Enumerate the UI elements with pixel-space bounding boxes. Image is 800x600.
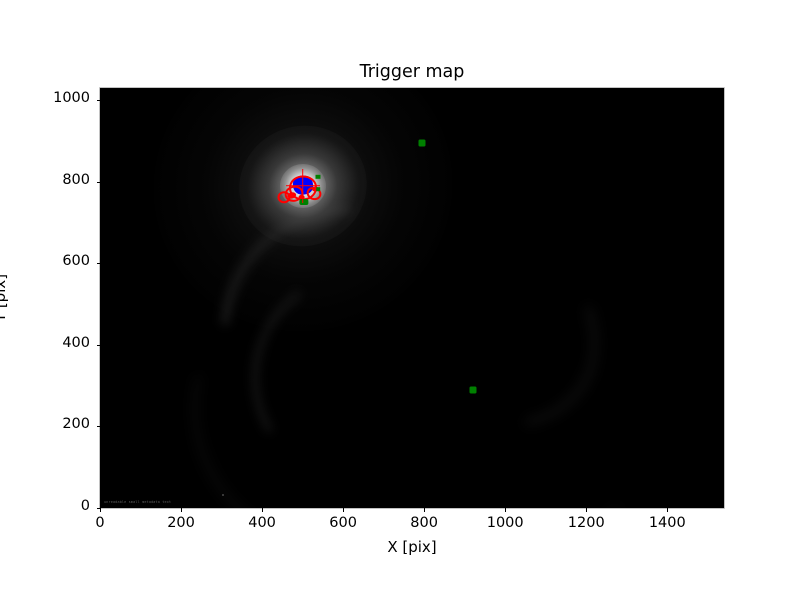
- x-tick: [586, 508, 588, 512]
- page-title: Trigger map: [359, 62, 465, 82]
- faint-wisp-arc: [307, 167, 637, 473]
- y-tick: [96, 344, 100, 346]
- x-tick: [343, 508, 345, 512]
- plot-axes: unreadable small metadata text: [100, 88, 724, 508]
- x-tick: [262, 508, 264, 512]
- x-tick-label: 400: [248, 515, 276, 531]
- y-axis-label: Y [pix]: [0, 273, 9, 322]
- x-tick-label: 600: [329, 515, 357, 531]
- source-core-glow: [279, 163, 326, 208]
- y-tick: [96, 181, 100, 183]
- x-tick: [181, 508, 183, 512]
- x-tick-label: 800: [410, 515, 438, 531]
- x-tick-label: 1000: [486, 515, 524, 531]
- y-tick: [96, 100, 100, 102]
- faint-wisp-arc: [153, 271, 441, 508]
- x-tick-label: 0: [95, 515, 105, 531]
- faint-wisp-arc: [232, 256, 466, 496]
- x-tick: [100, 508, 101, 512]
- faint-wisp-arc: [323, 317, 665, 508]
- diffuse-halo-inner: [225, 111, 380, 261]
- y-tick: [96, 426, 100, 428]
- x-tick: [667, 508, 669, 512]
- x-tick-label: 1200: [567, 515, 605, 531]
- x-axis-label: X [pix]: [387, 538, 437, 556]
- sky-image: unreadable small metadata text: [100, 88, 724, 508]
- image-stamp-text: unreadable small metadata text: [104, 500, 172, 504]
- y-tick: [96, 263, 100, 265]
- y-tick: [96, 508, 100, 509]
- x-tick-label: 1400: [648, 515, 686, 531]
- x-tick: [424, 508, 426, 512]
- faint-wisp-arc: [170, 155, 514, 499]
- x-tick: [505, 508, 507, 512]
- diffuse-halo-outer: [115, 88, 491, 371]
- x-tick-label: 200: [167, 515, 195, 531]
- image-speck: [222, 494, 224, 496]
